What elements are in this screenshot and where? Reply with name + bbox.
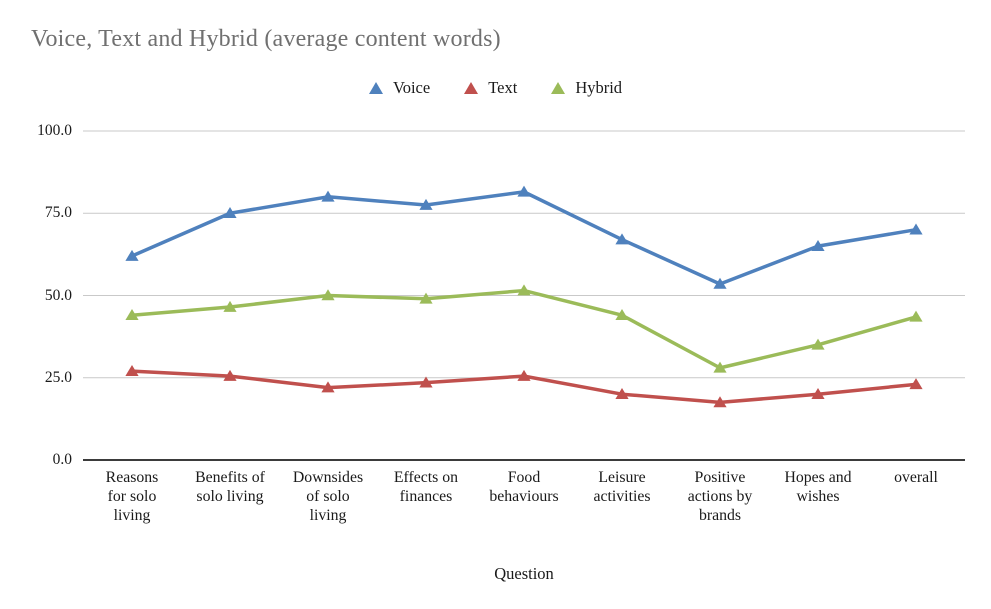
- data-point-marker-hybrid: [615, 309, 629, 321]
- x-category-label-line: behaviours: [489, 488, 559, 505]
- x-category-label: Leisure activities: [567, 468, 677, 506]
- data-point-marker-voice: [125, 249, 139, 261]
- x-category-label: Downsides of solo living: [273, 468, 383, 525]
- x-category-label-line: of solo: [306, 488, 350, 505]
- data-point-marker-hybrid: [223, 300, 237, 312]
- legend-item-text: Text: [464, 78, 517, 98]
- x-category-label-line: Downsides: [292, 469, 364, 486]
- data-point-marker-text: [517, 369, 531, 381]
- x-category-label-line: Hopes and: [784, 469, 852, 486]
- x-category-label: overall: [861, 468, 971, 487]
- x-category-label-line: living: [113, 507, 151, 524]
- data-point-marker-voice: [811, 239, 825, 251]
- x-category-label-line: for solo: [107, 488, 157, 505]
- x-axis-title: Question: [494, 564, 554, 583]
- x-category-label-line: brands: [698, 507, 742, 524]
- x-category-label-line: Effects on: [393, 469, 459, 486]
- legend-label: Text: [488, 78, 518, 97]
- x-category-label: Food behaviours: [469, 468, 579, 506]
- legend-item-hybrid: Hybrid: [551, 78, 622, 98]
- x-category-label-line: living: [309, 507, 347, 524]
- x-category-label-line: Food: [507, 469, 541, 486]
- data-point-marker-text: [321, 381, 335, 393]
- x-category-label: Effects on finances: [371, 468, 481, 506]
- data-point-marker-hybrid: [419, 292, 433, 304]
- x-category-label-line: Reasons: [105, 469, 159, 486]
- x-category-label-line: overall: [894, 469, 938, 486]
- legend-triangle-icon: [551, 82, 566, 94]
- data-point-marker-text: [419, 376, 433, 388]
- data-point-marker-hybrid: [811, 338, 825, 350]
- x-category-label-line: Leisure: [598, 469, 646, 486]
- data-point-marker-voice: [419, 198, 433, 210]
- x-category-label-line: wishes: [796, 488, 840, 505]
- legend-item-voice: Voice: [368, 78, 431, 98]
- data-point-marker-hybrid: [517, 284, 531, 296]
- data-point-marker-text: [223, 369, 237, 381]
- data-point-marker-voice: [909, 223, 923, 235]
- x-category-label: Benefits of solo living: [175, 468, 285, 506]
- data-point-marker-hybrid: [321, 289, 335, 301]
- legend-label: Hybrid: [575, 78, 623, 97]
- x-category-label-line: activities: [593, 488, 651, 505]
- x-category-label-line: Benefits of: [195, 469, 265, 486]
- x-category-label-line: Positive: [694, 469, 746, 486]
- legend-label: Voice: [392, 78, 431, 97]
- data-point-marker-text: [125, 364, 139, 376]
- series-line-hybrid: [130, 288, 918, 370]
- y-tick-label: 25.0: [44, 368, 72, 386]
- x-category-label: Hopes and wishes: [763, 468, 873, 506]
- data-point-marker-voice: [517, 185, 531, 197]
- y-tick-label: 50.0: [44, 286, 72, 304]
- data-point-marker-text: [811, 388, 825, 399]
- y-tick-label: 0.0: [52, 451, 72, 468]
- x-category-label-line: actions by: [687, 488, 753, 505]
- data-point-marker-voice: [321, 190, 335, 202]
- x-category-label-line: solo living: [196, 488, 264, 505]
- y-tick-label: 75.0: [44, 204, 72, 222]
- legend-triangle-icon: [464, 82, 479, 94]
- legend-triangle-icon: [368, 82, 383, 94]
- data-point-marker-hybrid: [125, 309, 139, 321]
- chart-title: Voice, Text and Hybrid (average content …: [31, 26, 501, 52]
- data-point-marker-text: [713, 396, 727, 408]
- data-point-marker-hybrid: [713, 361, 727, 373]
- data-point-marker-voice: [615, 233, 629, 245]
- x-category-label-line: finances: [399, 488, 453, 505]
- series-line-voice: [130, 190, 918, 286]
- legend: Voice Text Hybrid: [0, 76, 991, 100]
- data-point-marker-hybrid: [909, 310, 923, 322]
- data-point-marker-text: [615, 388, 629, 399]
- x-category-label: Positive actions by brands: [665, 468, 775, 525]
- data-point-marker-text: [909, 378, 923, 390]
- x-category-label: Reasons for solo living: [77, 468, 187, 525]
- data-point-marker-voice: [223, 207, 237, 219]
- y-tick-label: 100.0: [37, 122, 72, 139]
- data-point-marker-voice: [713, 277, 727, 289]
